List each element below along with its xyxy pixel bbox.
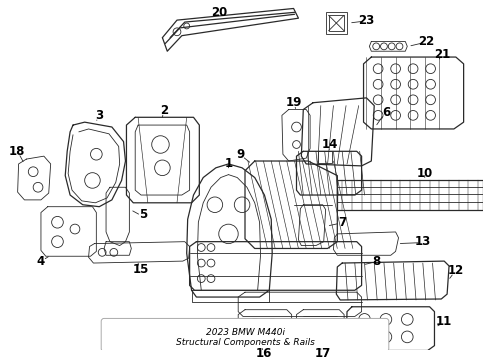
Text: 9: 9 (236, 148, 245, 161)
FancyBboxPatch shape (101, 319, 389, 351)
Polygon shape (333, 232, 398, 255)
Text: 12: 12 (448, 264, 464, 277)
Bar (329, 15, 344, 31)
Text: Structural Components & Rails: Structural Components & Rails (175, 338, 315, 347)
Polygon shape (337, 180, 483, 210)
Bar (326, 12, 347, 34)
Polygon shape (333, 232, 398, 255)
Polygon shape (162, 9, 298, 51)
Polygon shape (301, 98, 374, 166)
Polygon shape (126, 117, 199, 203)
Text: 2: 2 (160, 104, 169, 117)
Polygon shape (187, 164, 272, 297)
Polygon shape (126, 117, 199, 203)
Polygon shape (337, 180, 483, 210)
Text: 21: 21 (434, 48, 450, 60)
Polygon shape (369, 41, 407, 51)
Polygon shape (190, 242, 362, 290)
Polygon shape (364, 57, 464, 129)
Text: 6: 6 (382, 106, 390, 119)
Polygon shape (364, 57, 464, 129)
Polygon shape (89, 242, 190, 263)
Polygon shape (18, 156, 50, 200)
Text: 19: 19 (285, 96, 302, 109)
Polygon shape (296, 151, 362, 195)
Text: 14: 14 (321, 138, 338, 151)
Polygon shape (18, 156, 50, 200)
Polygon shape (245, 161, 337, 248)
Polygon shape (296, 151, 362, 195)
Polygon shape (301, 98, 374, 166)
Polygon shape (282, 109, 310, 161)
Polygon shape (187, 164, 272, 297)
Bar (318, 151, 332, 163)
Text: 8: 8 (372, 255, 380, 267)
Polygon shape (89, 242, 190, 263)
Polygon shape (162, 9, 298, 51)
Text: 10: 10 (416, 167, 433, 180)
Text: 20: 20 (211, 6, 227, 19)
Polygon shape (238, 292, 362, 316)
Text: 22: 22 (418, 35, 435, 48)
Text: 4: 4 (37, 255, 45, 267)
Polygon shape (298, 205, 326, 246)
Text: 7: 7 (338, 216, 346, 229)
Polygon shape (238, 292, 362, 316)
Polygon shape (104, 242, 131, 255)
Polygon shape (336, 261, 449, 300)
Polygon shape (106, 187, 129, 246)
Text: 1: 1 (224, 157, 233, 170)
Text: 15: 15 (133, 264, 149, 276)
Polygon shape (296, 310, 344, 348)
Text: 2023 BMW M440i: 2023 BMW M440i (205, 328, 285, 337)
Polygon shape (192, 290, 270, 302)
Polygon shape (106, 187, 129, 246)
Polygon shape (346, 307, 435, 351)
Text: 18: 18 (8, 145, 25, 158)
Polygon shape (296, 310, 344, 348)
Text: 17: 17 (315, 347, 331, 360)
Polygon shape (104, 242, 131, 255)
Polygon shape (41, 207, 97, 256)
Polygon shape (238, 310, 292, 348)
Polygon shape (369, 41, 407, 51)
Polygon shape (41, 207, 97, 256)
Text: 16: 16 (255, 347, 271, 360)
Polygon shape (346, 307, 435, 351)
Polygon shape (336, 261, 449, 300)
Polygon shape (298, 205, 326, 246)
Polygon shape (245, 161, 337, 248)
Text: 23: 23 (358, 14, 374, 27)
Polygon shape (65, 122, 125, 207)
Polygon shape (282, 109, 310, 161)
Polygon shape (65, 122, 125, 207)
Polygon shape (192, 290, 270, 302)
Text: 5: 5 (139, 208, 147, 221)
Text: 13: 13 (415, 235, 431, 248)
Polygon shape (238, 310, 292, 348)
Text: 11: 11 (436, 315, 452, 328)
Polygon shape (190, 242, 362, 290)
Text: 3: 3 (95, 109, 103, 122)
